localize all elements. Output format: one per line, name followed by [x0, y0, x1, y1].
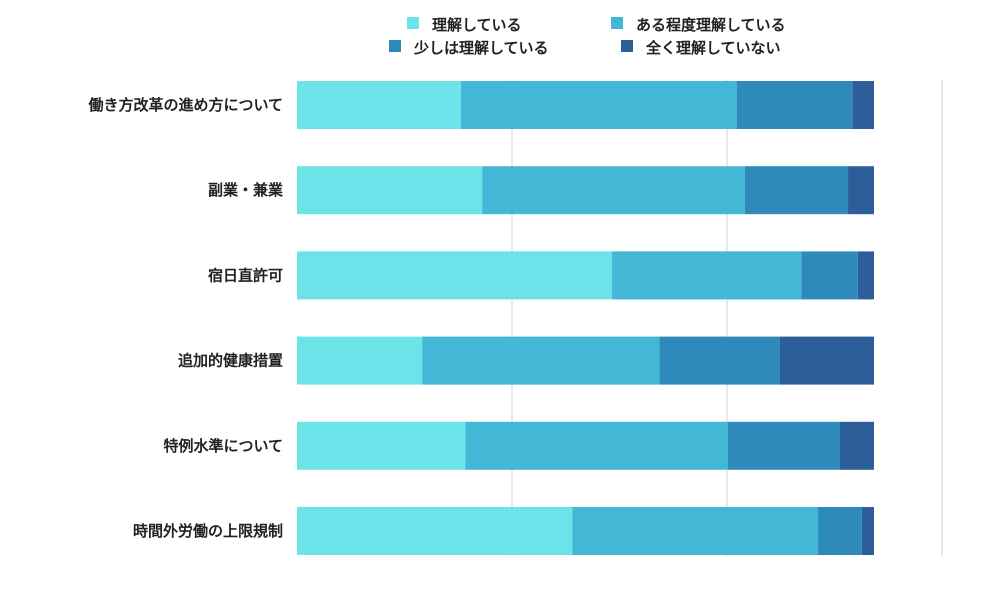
- category-label: 追加的健康措置: [178, 352, 283, 370]
- legend-label: 全く理解していない: [645, 39, 781, 57]
- bar-4-series-3: [659, 336, 780, 385]
- bar-1-series-1: [297, 81, 461, 129]
- bar-5-series-1: [297, 421, 466, 470]
- bars: [297, 81, 874, 555]
- bar-4-series-4: [779, 336, 874, 385]
- legend-label: 理解している: [432, 16, 522, 34]
- category-label: 時間外労働の上限規制: [133, 522, 283, 540]
- bar-2-series-3: [744, 166, 849, 215]
- legend-swatch: [621, 40, 633, 52]
- bar-3-series-2: [612, 251, 802, 300]
- bar-6-series-4: [861, 507, 874, 555]
- category-label: 副業・兼業: [208, 181, 284, 199]
- gridlines: [511, 80, 943, 556]
- bar-2-series-1: [297, 166, 483, 215]
- bar-3-series-3: [801, 251, 858, 300]
- legend-label: 少しは理解している: [413, 39, 549, 57]
- bar-3-series-1: [297, 251, 613, 300]
- legend-swatch: [407, 17, 419, 29]
- bar-2-series-2: [482, 166, 745, 215]
- category-label: 働き方改革の進め方について: [87, 96, 283, 114]
- bar-6-series-2: [572, 507, 819, 555]
- bar-4-series-1: [297, 336, 423, 385]
- bar-6-series-3: [818, 507, 862, 555]
- category-label: 宿日直許可: [208, 266, 283, 284]
- bar-5-series-2: [465, 421, 729, 470]
- bar-5-series-3: [728, 421, 840, 470]
- category-label: 特例水準について: [163, 437, 283, 455]
- bar-3-series-4: [857, 251, 874, 300]
- legend-label: ある程度理解している: [636, 16, 786, 34]
- legend-swatch: [389, 40, 401, 52]
- bar-2-series-4: [848, 166, 874, 215]
- bar-1-series-4: [852, 81, 874, 129]
- category-labels: 働き方改革の進め方について副業・兼業宿日直許可追加的健康措置特例水準について時間…: [87, 96, 284, 540]
- bar-6-series-1: [297, 507, 573, 555]
- bar-1-series-2: [460, 81, 737, 129]
- bar-4-series-2: [422, 336, 660, 385]
- legend-swatch: [611, 17, 623, 29]
- bar-5-series-4: [839, 421, 874, 470]
- bar-1-series-3: [736, 81, 853, 129]
